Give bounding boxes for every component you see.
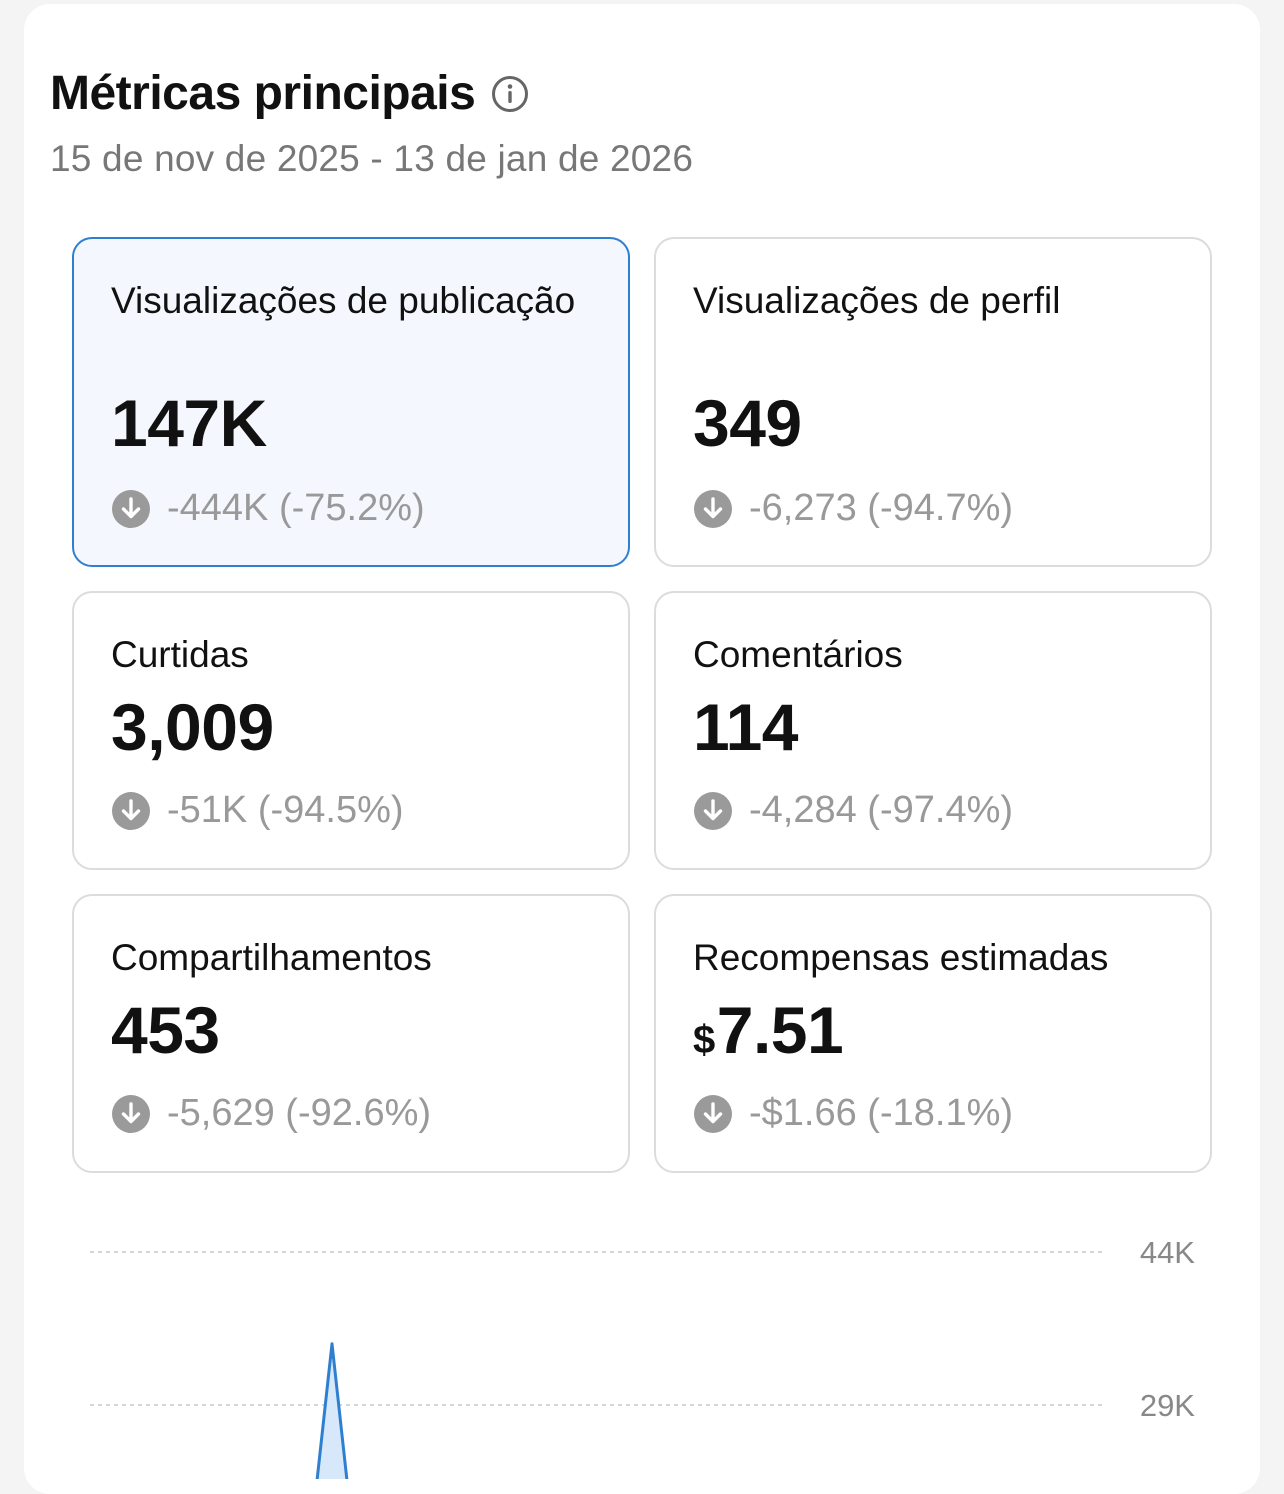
post-views-chart[interactable]: 44K 29K [0, 1200, 1284, 1479]
metric-card-comments[interactable]: Comentários 114 -4,284 (-97.4%) [654, 591, 1212, 870]
metric-change: -6,273 (-94.7%) [693, 487, 1013, 530]
currency-symbol: $ [693, 1018, 715, 1062]
metric-card-estimated-rewards[interactable]: Recompensas estimadas $7.51 -$1.66 (-18.… [654, 894, 1212, 1173]
metric-label: Curtidas [111, 634, 249, 675]
info-circle-icon[interactable] [491, 75, 529, 113]
metric-value: 147K [111, 386, 267, 460]
metric-change-text: -6,273 (-94.7%) [749, 487, 1014, 529]
y-tick-label: 29K [1140, 1388, 1195, 1423]
metric-label: Visualizações de publicação [111, 280, 576, 321]
series-area [317, 1343, 347, 1479]
metric-change: -$1.66 (-18.1%) [693, 1092, 1013, 1135]
metric-value: 3,009 [111, 690, 274, 764]
metric-change-text: -444K (-75.2%) [167, 487, 425, 529]
y-tick-label: 44K [1140, 1235, 1195, 1270]
metric-value: 349 [693, 386, 802, 460]
metric-change: -444K (-75.2%) [111, 487, 425, 530]
metric-label: Recompensas estimadas [693, 937, 1109, 978]
metric-label: Comentários [693, 634, 903, 675]
metric-card-profile-views[interactable]: Visualizações de perfil 349 -6,273 (-94.… [654, 237, 1212, 567]
date-range[interactable]: 15 de nov de 2025 - 13 de jan de 2026 [50, 138, 694, 179]
metric-change-text: -5,629 (-92.6%) [167, 1092, 432, 1134]
arrow-down-circle-icon [111, 791, 151, 831]
metric-change-text: -51K (-94.5%) [167, 789, 404, 831]
metric-value: 114 [693, 690, 798, 764]
arrow-down-circle-icon [693, 791, 733, 831]
metric-change: -4,284 (-97.4%) [693, 789, 1013, 832]
metric-change: -5,629 (-92.6%) [111, 1092, 431, 1135]
arrow-down-circle-icon [111, 489, 151, 529]
arrow-down-circle-icon [111, 1094, 151, 1134]
metric-label: Visualizações de perfil [693, 280, 1061, 321]
arrow-down-circle-icon [693, 489, 733, 529]
metric-value-number: 7.51 [716, 993, 844, 1067]
metric-value: $7.51 [693, 992, 844, 1068]
title-row: Métricas principais [50, 66, 529, 121]
metric-card-shares[interactable]: Compartilhamentos 453 -5,629 (-92.6%) [72, 894, 630, 1173]
arrow-down-circle-icon [693, 1094, 733, 1134]
metric-value: 453 [111, 993, 220, 1067]
series-line [315, 1342, 349, 1479]
metric-card-likes[interactable]: Curtidas 3,009 -51K (-94.5%) [72, 591, 630, 870]
metric-change: -51K (-94.5%) [111, 789, 404, 832]
metric-card-post-views[interactable]: Visualizações de publicação 147K -444K (… [72, 237, 630, 567]
metric-change-text: -$1.66 (-18.1%) [749, 1092, 1014, 1134]
metric-label: Compartilhamentos [111, 937, 432, 978]
metric-change-text: -4,284 (-97.4%) [749, 789, 1014, 831]
page-title: Métricas principais [50, 67, 476, 120]
